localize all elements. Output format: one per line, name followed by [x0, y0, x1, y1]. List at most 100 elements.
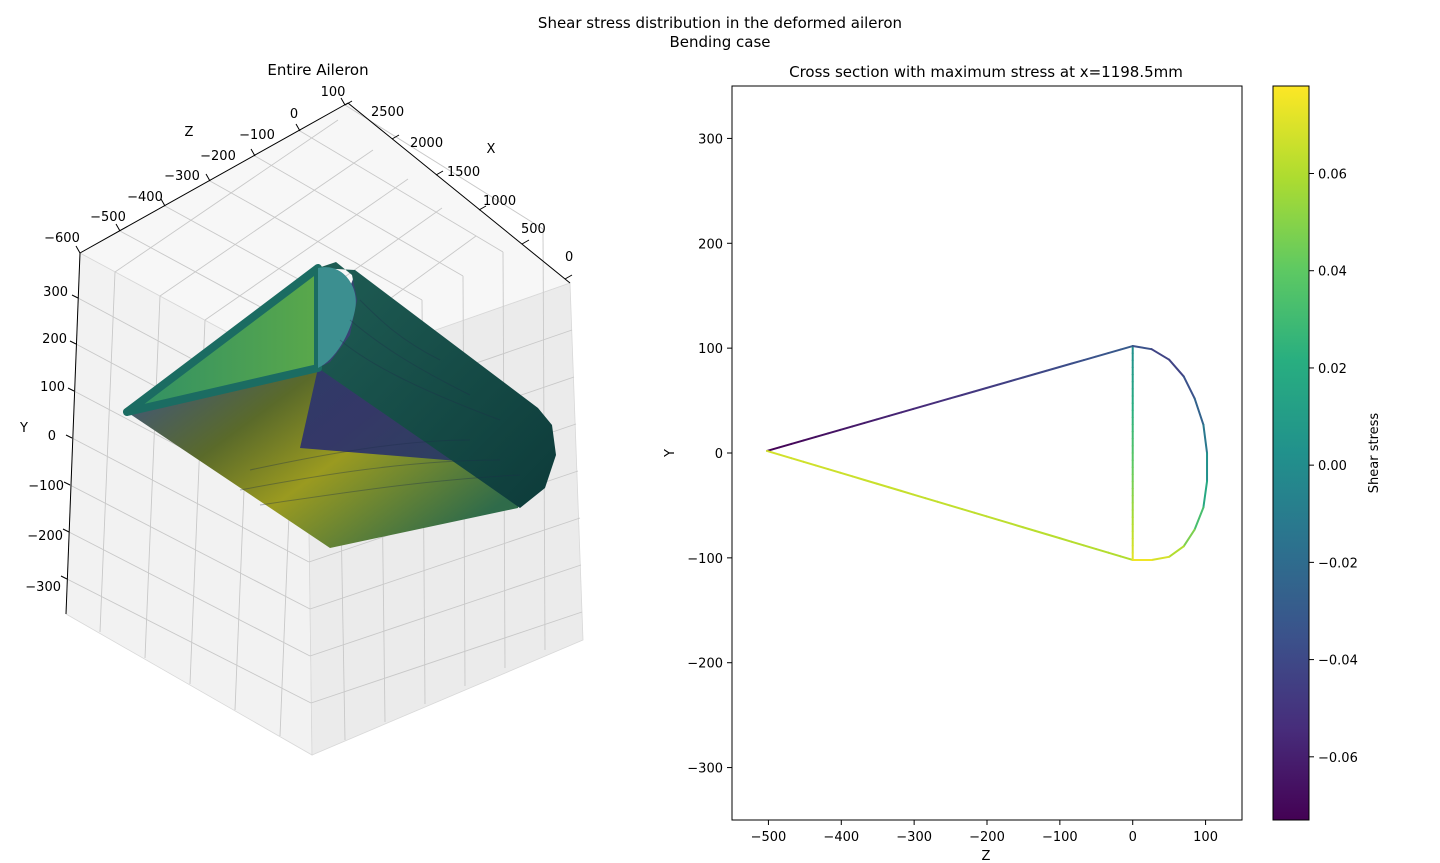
stress-segment [973, 511, 988, 518]
y-tick-label: −200 [687, 657, 723, 672]
stress-segment [924, 400, 939, 407]
stress-segment [765, 446, 781, 452]
right-panel-title: Cross section with maximum stress at x=1… [789, 63, 1183, 81]
z-tick-label: 0 [290, 107, 298, 122]
stress-segment [997, 379, 1012, 386]
z-axis-label-3d: Z [185, 125, 194, 140]
stress-segment [851, 475, 866, 481]
stress-segment [802, 460, 817, 467]
stress-segment [1082, 544, 1098, 551]
stress-segment [936, 500, 951, 507]
cross-section-y-ticks: −300 −200 −100 0 100 200 300 [687, 132, 732, 777]
stress-segment [851, 421, 866, 428]
colorbar-tick-label: 0.00 [1318, 459, 1347, 474]
stress-segment [900, 407, 915, 414]
stress-segment [790, 457, 805, 463]
stress-segment [1202, 480, 1209, 509]
stress-segment [1070, 359, 1085, 365]
segment-lower-skin [765, 449, 1134, 561]
stress-segment [1168, 545, 1185, 558]
stress-segment [1107, 551, 1122, 558]
y-tick-label: 200 [42, 332, 67, 347]
colorbar-tick-label: 0.02 [1318, 362, 1347, 377]
stress-segment [1095, 548, 1110, 554]
stress-segment [1119, 345, 1134, 351]
aileron-surface [123, 262, 556, 548]
stress-segment [778, 453, 793, 460]
x-tick-label: −100 [1042, 830, 1078, 845]
x-tick-label: −200 [969, 830, 1005, 845]
x-tick-label: 1500 [447, 165, 480, 180]
cross-section-x-ticks: −500 −400 −300 −200 −100 0 100 [751, 820, 1218, 845]
stress-segment [814, 432, 829, 438]
stress-segment [985, 515, 1000, 521]
figure-title: Shear stress distribution in the deforme… [538, 14, 902, 32]
stress-segment [826, 428, 842, 435]
stress-segment [1182, 528, 1196, 548]
x-tick-label: −500 [751, 830, 787, 845]
stress-segment [1150, 555, 1171, 561]
cross-section-axes-frame [731, 85, 1243, 821]
stress-segment [875, 414, 890, 421]
stress-segment [1058, 362, 1073, 369]
stress-segment [1131, 345, 1153, 351]
y-tick-label: 0 [48, 429, 56, 444]
x-tick-label: 1000 [483, 194, 516, 209]
stress-segment [1182, 375, 1196, 400]
x-tick-label: 500 [521, 222, 546, 237]
stress-segment [961, 390, 976, 396]
stress-segment [1021, 373, 1037, 379]
y-tick-label: 100 [698, 342, 723, 357]
y-tick-label: 300 [698, 132, 723, 147]
stress-segment [948, 393, 964, 400]
stress-segment [1202, 423, 1209, 454]
colorbar-tick-label: −0.02 [1318, 556, 1358, 571]
colorbar-tick-label: −0.06 [1318, 751, 1358, 766]
y-tick-label: 300 [43, 285, 68, 300]
stress-segment [1107, 348, 1122, 355]
stress-segment [887, 411, 903, 417]
stress-segment [790, 439, 805, 445]
y-tick-label: −300 [25, 580, 61, 595]
left-panel-title: Entire Aileron [267, 61, 368, 79]
y-tick-label: −300 [687, 762, 723, 777]
stress-segment [1046, 366, 1061, 372]
figure-subtitle: Bending case [670, 33, 771, 51]
segment-leading-edge [1131, 345, 1209, 561]
z-tick-labels: −600 −500 −400 −300 −200 −100 0 100 [44, 85, 345, 246]
stress-segment [778, 442, 793, 449]
cross-section-x-label: Z [982, 849, 991, 863]
x-tick-label: −300 [896, 830, 932, 845]
stress-segment [1095, 352, 1110, 358]
z-tick-label: −600 [44, 231, 80, 246]
z-tick-label: 100 [321, 85, 346, 100]
y-tick-label: −100 [28, 479, 64, 494]
stress-segment [1193, 506, 1205, 531]
stress-segment [912, 493, 927, 500]
x-tick-label: 0 [1129, 830, 1137, 845]
stress-segment [961, 508, 976, 514]
cross-section-y-label: Y [663, 449, 678, 458]
stress-segment [1034, 369, 1049, 376]
stress-segment [863, 418, 878, 424]
z-tick-label: −300 [164, 169, 200, 184]
stress-segment [973, 386, 988, 393]
colorbar-gradient [1272, 85, 1310, 821]
z-tick-label: −400 [127, 190, 163, 205]
segment-upper-skin [765, 345, 1134, 452]
x-tick-label: 2500 [371, 105, 404, 120]
y-tick-label: 100 [40, 380, 65, 395]
stress-segment [1082, 355, 1098, 362]
aileron-end-cap-nose [318, 267, 356, 368]
z-tick-label: −500 [90, 210, 126, 225]
left-3d-panel: Entire Aileron [19, 61, 584, 756]
colorbar-ticks: −0.06 −0.04 −0.02 0.00 0.02 0.04 0.06 [1309, 167, 1358, 766]
colorbar-tick-label: 0.06 [1318, 167, 1347, 182]
stress-segment [924, 497, 939, 503]
cross-section-segments [765, 345, 1209, 561]
z-tick-label: −200 [200, 149, 236, 164]
aileron-ribs [239, 299, 521, 506]
stress-segment [863, 478, 878, 485]
stress-segment [765, 449, 781, 456]
